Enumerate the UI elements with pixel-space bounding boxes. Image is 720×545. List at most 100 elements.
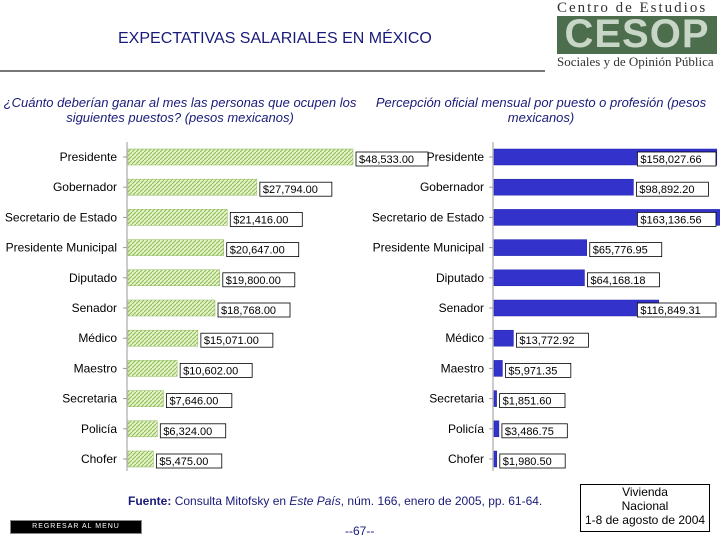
right-value-box	[636, 181, 709, 197]
left-bar	[127, 329, 199, 347]
left-bar	[127, 299, 216, 317]
right-value-label: $1,980.50	[503, 456, 552, 468]
left-value-label: $18,768.00	[221, 305, 276, 317]
source-note: Fuente: Consulta Mitofsky en Este País, …	[128, 494, 542, 508]
left-value-label: $48,533.00	[359, 154, 414, 166]
left-bar	[127, 209, 228, 226]
right-bar	[493, 239, 587, 256]
right-category-label: Maestro	[441, 361, 485, 375]
right-value-box	[587, 272, 660, 288]
left-category-label: Presidente Municipal	[6, 241, 117, 255]
right-chart-title: Percepción oficial mensual por puesto o …	[375, 95, 707, 125]
right-category-label: Médico	[445, 331, 484, 345]
right-value-label: $1,851.60	[503, 396, 552, 408]
logo-bottom-text: Sociales y de Opinión Pública	[557, 54, 714, 69]
right-category-label: Presidente Municipal	[373, 241, 484, 255]
left-value-label: $27,794.00	[263, 184, 318, 196]
right-category-label: Gobernador	[420, 180, 484, 194]
right-value-box	[499, 453, 566, 469]
right-value-label: $13,772.92	[519, 335, 574, 347]
right-value-box	[637, 302, 717, 318]
left-category-label: Secretario de Estado	[5, 210, 117, 224]
right-value-box	[637, 212, 717, 227]
left-category-label: Maestro	[74, 361, 118, 375]
back-to-menu-button[interactable]: REGRESAR AL MENU PRINCIPAL	[10, 520, 142, 542]
source-publication: Este País	[289, 494, 341, 508]
left-value-label: $5,475.00	[159, 456, 208, 468]
left-value-box	[259, 181, 333, 197]
left-value-label: $6,324.00	[163, 426, 212, 438]
right-category-label: Senador	[439, 301, 484, 315]
left-value-label: $7,646.00	[169, 396, 218, 408]
left-bar	[127, 450, 154, 468]
left-value-box	[155, 453, 223, 469]
left-category-label: Gobernador	[53, 180, 117, 194]
left-value-label: $10,602.00	[183, 365, 238, 377]
source-text-1: Consulta Mitofsky en	[174, 494, 290, 508]
left-category-label: Diputado	[69, 271, 117, 285]
logo-mark: CESOP	[557, 12, 717, 56]
right-category-label: Secretario de Estado	[372, 210, 484, 224]
left-value-box	[159, 423, 227, 439]
right-bar	[493, 390, 497, 407]
source-text-2: , núm. 166, enero de 2005, pp. 61-64.	[340, 494, 543, 508]
left-value-label: $15,071.00	[204, 335, 259, 347]
right-value-label: $5,971.35	[508, 365, 557, 377]
right-value-box	[499, 393, 566, 409]
left-value-box	[226, 242, 300, 257]
right-bar	[493, 299, 659, 317]
right-bar	[493, 360, 503, 377]
left-category-label: Senador	[72, 301, 117, 315]
left-value-label: $19,800.00	[226, 275, 281, 287]
left-category-label: Médico	[78, 331, 117, 345]
survey-box-line-2: Nacional	[621, 499, 669, 513]
left-value-label: $20,647.00	[230, 245, 285, 257]
right-category-label: Diputado	[436, 271, 484, 285]
left-value-box	[217, 302, 291, 318]
right-value-box	[501, 423, 568, 439]
logo-top-text: Centro de Estudios	[557, 0, 708, 16]
left-value-box	[355, 151, 429, 167]
cesop-logo: Centro de Estudios CESOP Sociales y de O…	[553, 0, 720, 72]
right-value-box	[589, 242, 663, 257]
page-number: --67--	[345, 524, 375, 538]
logo-mark-text: CESOP	[564, 12, 710, 56]
left-bar	[127, 420, 158, 438]
survey-box-line-1: Vivienda	[622, 485, 668, 499]
salary-charts: Presidente $48,533.00 Gobernador $27,794.00…	[5, 142, 720, 471]
left-category-label: Presidente	[60, 150, 118, 164]
right-value-label: $163,136.56	[640, 214, 701, 226]
survey-box-line-3: 1-8 de agosto de 2004	[584, 513, 706, 527]
left-value-box	[222, 272, 296, 288]
right-value-label: $116,849.31	[640, 305, 700, 317]
survey-box: Vivienda Nacional 1-8 de agosto de 2004	[580, 484, 710, 532]
title-divider	[0, 70, 545, 72]
right-bar	[493, 450, 498, 468]
left-bar	[127, 239, 224, 256]
right-value-label: $158,027.66	[640, 154, 701, 166]
left-bar	[127, 360, 178, 377]
left-bar	[127, 178, 258, 196]
right-bar	[493, 329, 514, 347]
right-value-label: $3,486.75	[505, 426, 554, 438]
right-bar	[493, 269, 585, 287]
right-category-label: Presidente	[427, 150, 485, 164]
left-category-label: Secretaria	[62, 392, 117, 406]
left-value-box	[229, 212, 303, 227]
right-value-label: $64,168.18	[590, 275, 645, 287]
right-value-box	[516, 332, 589, 348]
right-value-box	[637, 151, 717, 167]
left-bar	[127, 148, 354, 166]
left-category-label: Policía	[81, 422, 117, 436]
left-category-label: Chofer	[81, 452, 117, 466]
right-category-label: Policía	[448, 422, 484, 436]
right-category-label: Secretaria	[429, 392, 484, 406]
right-category-label: Chofer	[448, 452, 484, 466]
right-bar	[493, 178, 634, 196]
left-bar	[127, 390, 164, 407]
left-value-box	[166, 393, 233, 409]
right-value-label: $98,892.20	[639, 184, 694, 196]
right-value-box	[505, 362, 572, 378]
page-title: EXPECTATIVAS SALARIALES EN MÉXICO	[118, 30, 432, 47]
left-value-label: $21,416.00	[233, 214, 288, 226]
